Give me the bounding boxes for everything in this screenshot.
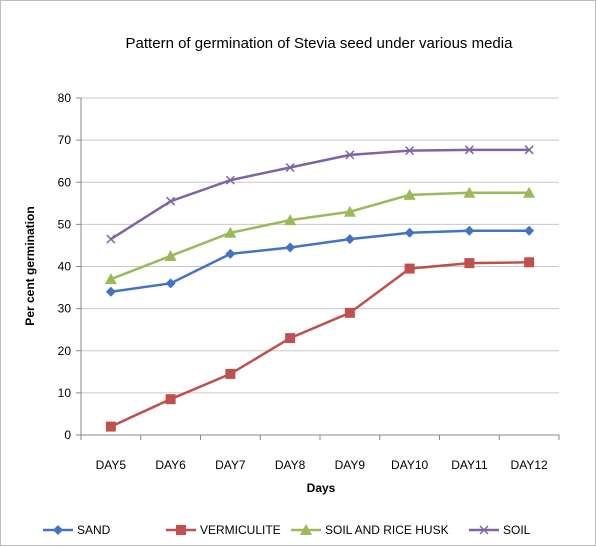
y-axis-label: Per cent germination: [23, 206, 37, 325]
point-vermiculite-day6: [165, 394, 176, 405]
point-soil-day12: [524, 145, 534, 155]
series-line-soil: [110, 148, 530, 241]
point-vermiculite-day11: [464, 258, 475, 269]
x-tick-label-day10: DAY10: [391, 458, 428, 472]
point-soil-day7: [225, 175, 235, 185]
legend-swatch-marker-vermiculite: [176, 525, 186, 535]
point-soil-and-rice-husk-day5: [104, 273, 117, 285]
point-soil-day10-stroke-b: [405, 146, 415, 156]
point-soil-day10: [405, 146, 415, 156]
y-tick-label-80: 80: [58, 91, 72, 105]
y-tick-label-40: 40: [58, 260, 72, 274]
point-vermiculite-day7: [225, 368, 236, 379]
point-vermiculite-day5: [105, 421, 116, 432]
legend-item-soil: SOIL: [469, 523, 531, 537]
gridlines: [81, 97, 559, 394]
legend-label-vermiculite: VERMICULITE: [200, 523, 281, 537]
series-soil: [106, 145, 534, 244]
point-vermiculite-day8: [285, 333, 296, 344]
axes: [80, 98, 559, 436]
legend-swatch-marker-soil-stroke-b: [479, 525, 489, 535]
point-soil-day7-stroke-b: [225, 175, 235, 185]
point-vermiculite-day12: [524, 257, 535, 268]
point-soil-and-rice-husk-day10: [403, 188, 416, 200]
point-soil-day8: [285, 162, 295, 173]
point-vermiculite-day9: [344, 307, 355, 318]
x-tick-label-day12: DAY12: [511, 458, 548, 472]
x-tick-label-day11: DAY11: [451, 458, 488, 472]
x-tick-label-day7: DAY7: [215, 458, 246, 472]
legend-item-vermiculite: VERMICULITE: [166, 523, 281, 537]
legend: SAND VERMICULITE SOIL AND RICE HUSK SOIL: [43, 523, 531, 537]
legend-label-soil-and-rice-husk: SOIL AND RICE HUSK: [325, 523, 449, 537]
y-tick-label-70: 70: [58, 133, 72, 147]
legend-swatch-marker-soil-and-rice-husk: [300, 524, 312, 535]
point-vermiculite-day10: [404, 263, 415, 274]
point-soil-and-rice-husk-day12: [523, 186, 536, 198]
point-sand-day12: [524, 225, 535, 236]
y-tick-label-50: 50: [58, 217, 72, 231]
chart-title: Pattern of germination of Stevia seed un…: [126, 35, 514, 52]
point-soil-and-rice-husk-day7: [224, 226, 237, 238]
point-soil-day9-stroke-b: [345, 150, 355, 160]
series-line-soil-and-rice-husk: [110, 191, 530, 281]
y-tick-label-10: 10: [58, 386, 72, 400]
series-line-vermiculite: [110, 261, 530, 428]
legend-swatch-marker-sand: [53, 525, 63, 535]
point-soil-and-rice-husk-day9: [343, 205, 356, 217]
point-sand-day10: [404, 227, 415, 238]
series-vermiculite: [105, 257, 535, 432]
point-sand-day6: [165, 278, 176, 289]
legend-label-sand: SAND: [77, 523, 111, 537]
series-group: [104, 145, 536, 432]
x-tick-label-day5: DAY5: [96, 458, 127, 472]
point-soil-and-rice-husk-day6: [164, 249, 177, 261]
y-tick-label-60: 60: [58, 175, 72, 189]
x-tick-label-day9: DAY9: [335, 458, 366, 472]
legend-swatch-marker-soil: [479, 525, 489, 535]
point-soil-day8-stroke-b: [285, 162, 295, 173]
point-sand-day7: [225, 248, 236, 259]
x-axis-label: Days: [307, 481, 336, 495]
series-soil-and-rice-husk: [104, 186, 536, 285]
point-sand-day8: [285, 242, 296, 253]
point-soil-day11-stroke-b: [464, 145, 474, 155]
legend-item-soil-and-rice-husk: SOIL AND RICE HUSK: [291, 523, 449, 537]
point-soil-day12-stroke-b: [524, 145, 534, 155]
point-soil-day6-stroke-b: [166, 196, 176, 206]
y-tick-label-30: 30: [58, 302, 72, 316]
point-soil-day11: [464, 145, 474, 155]
y-tick-label-20: 20: [58, 344, 72, 358]
x-axis-ticks: DAY5 DAY6 DAY7 DAY8 DAY9 DAY10 DAY11 DAY12: [80, 435, 560, 472]
x-tick-label-day8: DAY8: [275, 458, 306, 472]
point-sand-day5: [105, 286, 116, 297]
point-soil-and-rice-husk-day8: [284, 214, 297, 226]
point-soil-and-rice-husk-day11: [463, 186, 476, 198]
point-soil-day6: [166, 196, 176, 206]
point-sand-day9: [344, 234, 355, 245]
x-tick-label-day6: DAY6: [155, 458, 186, 472]
y-axis-ticks: 0 10 20 30 40 50 60 70 80: [58, 91, 81, 442]
point-soil-day5: [106, 234, 116, 244]
legend-label-soil: SOIL: [503, 523, 531, 537]
point-soil-day5-stroke-b: [106, 234, 116, 244]
point-soil-day9: [345, 150, 355, 160]
point-sand-day11: [464, 225, 475, 236]
y-tick-label-0: 0: [64, 428, 71, 442]
series-sand: [105, 225, 535, 297]
series-line-sand: [110, 229, 530, 294]
legend-item-sand: SAND: [43, 523, 111, 537]
